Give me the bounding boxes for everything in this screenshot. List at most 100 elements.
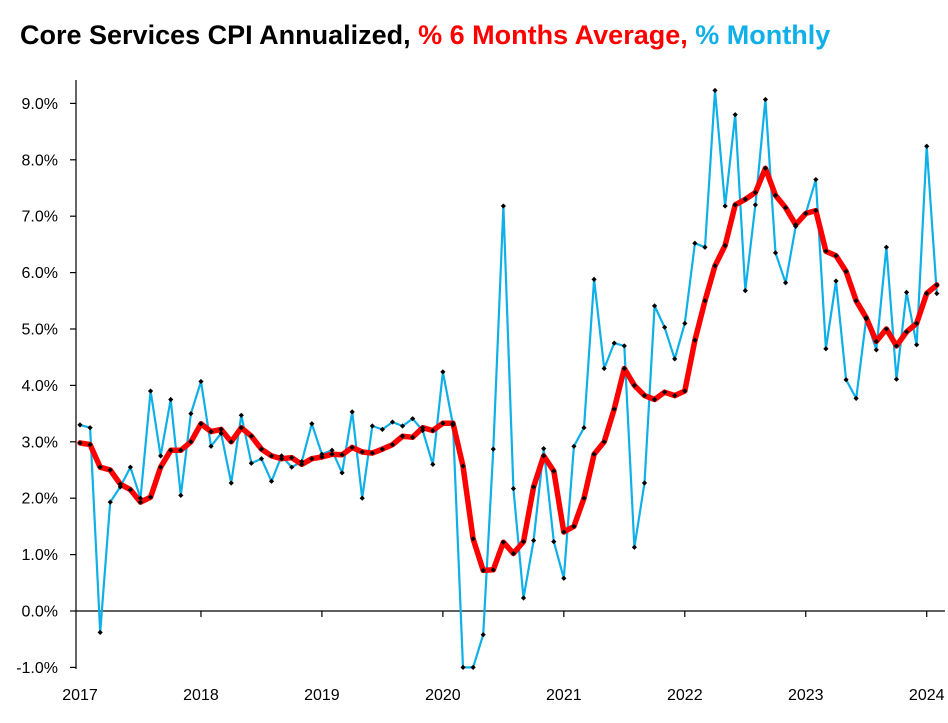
six-month-average-point (248, 433, 254, 439)
monthly-point (742, 288, 748, 294)
six-month-average-point (601, 439, 607, 445)
six-month-average-point (450, 420, 456, 426)
monthly-point (107, 499, 113, 505)
six-month-average-point (369, 450, 375, 456)
monthly-point (783, 280, 789, 286)
six-month-average-point (440, 420, 446, 426)
x-tick-label: 2023 (788, 687, 824, 704)
monthly-point (208, 443, 214, 449)
monthly-point (158, 453, 164, 459)
six-month-average-point (722, 242, 728, 249)
monthly-point (349, 409, 355, 415)
six-month-average-point (823, 248, 829, 254)
six-month-average-point (178, 447, 184, 453)
six-month-average-point (329, 451, 335, 457)
six-month-average-point (218, 426, 224, 432)
six-month-average-point (158, 464, 164, 470)
monthly-point (339, 470, 345, 476)
six-month-average-point (389, 442, 396, 448)
six-month-average-point (510, 550, 517, 557)
monthly-point (97, 629, 103, 636)
monthly-point (631, 544, 637, 550)
six-month-average-point (843, 268, 849, 275)
six-month-average-point (531, 484, 537, 490)
monthly-point (510, 486, 517, 492)
monthly-point (682, 320, 688, 326)
six-month-average-point (319, 454, 325, 460)
title-legend-monthly: % Monthly (695, 20, 831, 50)
monthly-point (147, 388, 154, 394)
six-month-average-point (651, 396, 658, 403)
six-month-average-point (561, 529, 567, 535)
monthly-point (87, 425, 93, 431)
monthly-point (329, 447, 335, 453)
six-month-average-point (803, 210, 809, 216)
monthly-point (258, 456, 265, 462)
monthly-point (268, 478, 275, 484)
monthly-point (772, 250, 779, 256)
monthly-point (480, 632, 486, 638)
monthly-point (813, 176, 819, 183)
six-month-average-point (520, 539, 527, 545)
six-month-average-point (742, 196, 748, 202)
monthly-point (359, 495, 365, 501)
six-month-average-point (752, 189, 758, 196)
monthly-point (561, 575, 567, 581)
x-tick-label: 2024 (909, 687, 945, 704)
x-tick-label: 2022 (667, 687, 703, 704)
monthly-point (934, 290, 940, 297)
six-month-average-point (309, 456, 315, 462)
monthly-point (591, 276, 597, 282)
y-tick-label: 5.0% (22, 322, 58, 339)
monthly-point (581, 425, 587, 431)
six-month-average-point (762, 165, 769, 171)
monthly-point (299, 458, 305, 465)
monthly-point (410, 416, 416, 422)
six-month-average-point (732, 202, 738, 208)
six-month-average-point (399, 433, 406, 439)
x-tick-label: 2018 (183, 687, 219, 704)
monthly-point (178, 492, 184, 498)
six-month-average-point (420, 425, 426, 431)
six-month-average-point (772, 192, 779, 198)
six-month-average-point (873, 338, 879, 345)
six-month-average-point (631, 382, 637, 388)
monthly-point (914, 342, 920, 348)
x-tick-label: 2020 (425, 687, 461, 704)
six-month-average-point (137, 499, 144, 505)
six-month-average-point (289, 454, 295, 461)
six-month-average-point (349, 444, 355, 451)
monthly-point (601, 365, 607, 372)
monthly-point (520, 595, 527, 601)
monthly-point (651, 303, 658, 309)
monthly-point (168, 396, 174, 403)
six-month-average-point (541, 453, 547, 459)
six-month-average-point (188, 439, 194, 445)
six-month-average-point (883, 326, 889, 332)
monthly-point (672, 356, 678, 362)
y-tick-label: 4.0% (22, 378, 58, 395)
monthly-point (692, 240, 698, 246)
y-tick-label: 9.0% (22, 96, 58, 113)
monthly-point (77, 422, 83, 428)
six-month-average-point (783, 205, 789, 211)
x-tick-label: 2019 (304, 687, 340, 704)
y-tick-label: 1.0% (22, 547, 58, 564)
monthly-point (712, 87, 718, 94)
six-month-average-point (87, 442, 93, 448)
monthly-point (531, 537, 537, 544)
six-month-average-point (813, 207, 819, 214)
six-month-average-point (571, 523, 577, 529)
monthly-point (238, 412, 244, 418)
six-month-average-series-line (77, 165, 940, 574)
monthly-point (722, 203, 728, 209)
x-tick-label: 2017 (62, 687, 98, 704)
six-month-average-point (198, 421, 204, 427)
x-tick-label: 2021 (546, 687, 582, 704)
monthly-point (571, 443, 577, 449)
monthly-point (903, 289, 910, 295)
six-month-average-point (299, 461, 305, 467)
chart-title: Core Services CPI Annualized, % 6 Months… (20, 20, 830, 51)
monthly-point (389, 419, 396, 425)
